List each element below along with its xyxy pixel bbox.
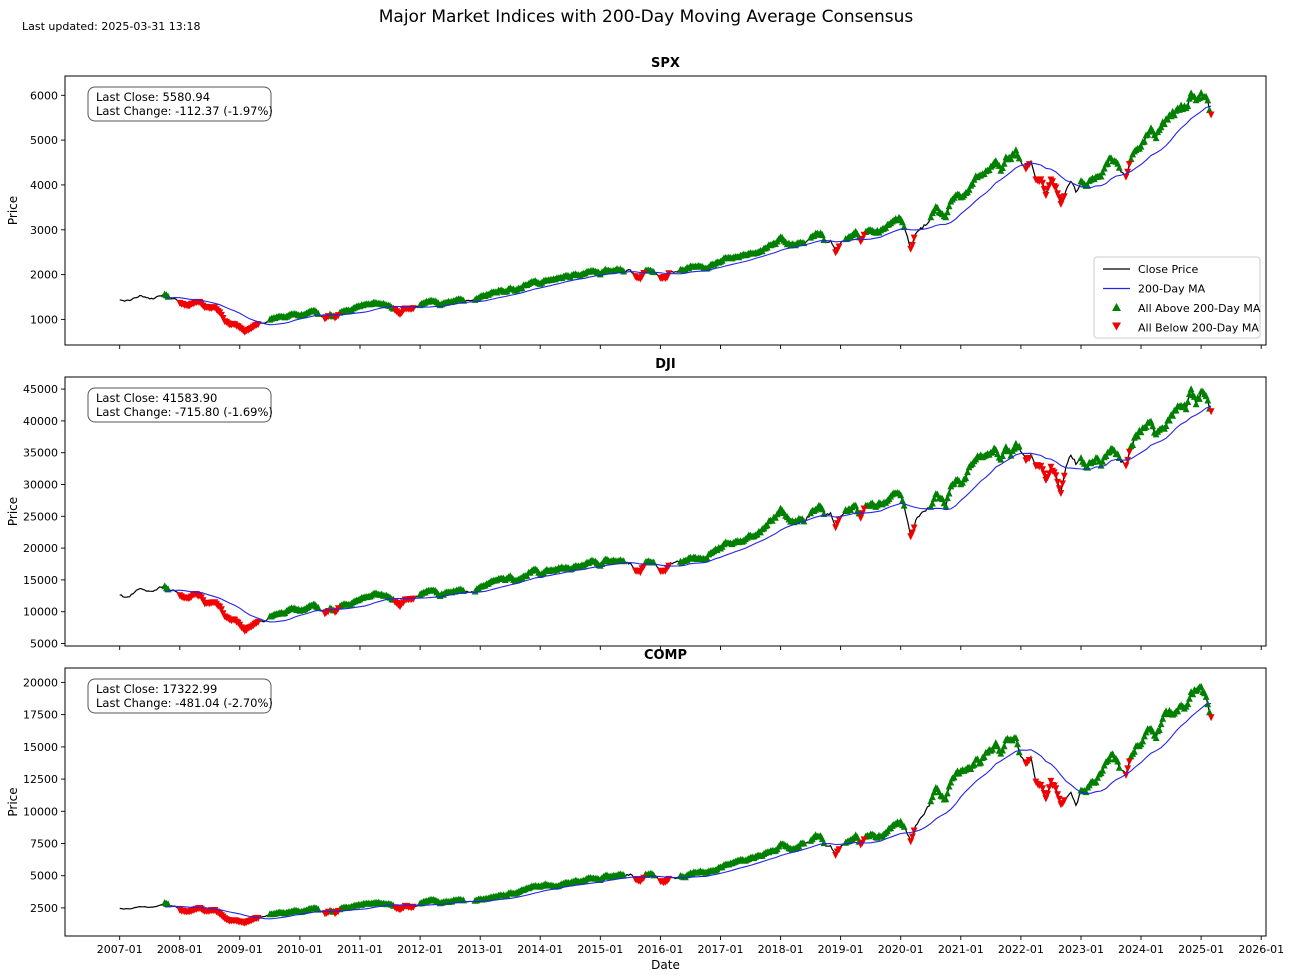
y-axis: 1000 2000 3000 4000 5000 6000: [30, 89, 65, 326]
close-price-line: [119, 686, 1212, 924]
x-axis: 2007-01 2008-01 2009-01 2010-01 2011-01 2012-…: [97, 936, 1284, 956]
y-tick-label: 40000: [23, 415, 58, 428]
y-tick-label: 2500: [30, 902, 58, 915]
y-tick-label: 2000: [30, 269, 58, 282]
legend-item-4: All Below 200-Day MA: [1112, 322, 1259, 335]
y-tick-label: 20000: [23, 542, 58, 555]
y-tick-label: 7500: [30, 838, 58, 851]
panel-title: DJI: [655, 357, 675, 372]
x-tick-label: 2026-01: [1238, 943, 1284, 956]
x-tick-label: 2022-01: [998, 943, 1044, 956]
x-tick-label: 2019-01: [818, 943, 864, 956]
panel-COMP: COMP 2500 5000 7500 10000 12500 15000 17500 2000…: [6, 648, 1284, 972]
y-tick-label: 12500: [23, 773, 58, 786]
y-axis-label: Price: [6, 497, 20, 526]
all-below-ma-markers: [176, 111, 1215, 336]
annotation-last-close: Last Close: 41583.90: [96, 391, 217, 405]
legend-label: Close Price: [1138, 263, 1199, 276]
all-above-ma-markers: [161, 682, 1213, 918]
y-tick-label: 5000: [30, 134, 58, 147]
y-axis-label: Price: [6, 787, 20, 816]
x-tick-label: 2016-01: [637, 943, 683, 956]
y-tick-label: 5000: [30, 870, 58, 883]
x-tick-label: 2017-01: [698, 943, 744, 956]
legend-label: 200-Day MA: [1138, 283, 1206, 296]
x-tick-label: 2008-01: [157, 943, 203, 956]
legend-label: All Below 200-Day MA: [1138, 322, 1259, 335]
y-tick-label: 20000: [23, 676, 58, 689]
y-tick-label: 45000: [23, 383, 58, 396]
annotation-last-change: Last Change: -715.80 (-1.69%): [96, 405, 273, 419]
plot-border: [64, 75, 1267, 346]
plot-border: [64, 667, 1267, 937]
y-tick-label: 1000: [30, 313, 58, 326]
ma-line: [164, 405, 1212, 623]
annotation-last-change: Last Change: -481.04 (-2.70%): [96, 696, 273, 710]
legend-label: All Above 200-Day MA: [1138, 302, 1261, 315]
y-tick-label: 5000: [30, 638, 58, 651]
y-axis: 2500 5000 7500 10000 12500 15000 17500 20000: [23, 676, 65, 915]
all-below-ma-markers: [176, 714, 1215, 927]
panel-title: COMP: [644, 648, 687, 663]
x-axis-label: Date: [651, 958, 680, 972]
annotation-last-close: Last Close: 5580.94: [96, 90, 210, 104]
x-tick-label: 2014-01: [517, 943, 563, 956]
x-tick-label: 2011-01: [337, 943, 383, 956]
x-tick-label: 2018-01: [758, 943, 804, 956]
y-tick-label: 17500: [23, 709, 58, 722]
y-tick-label: 15000: [23, 741, 58, 754]
ma-line: [164, 702, 1212, 920]
all-above-ma-markers: [161, 385, 1213, 620]
panel-title: SPX: [651, 56, 680, 71]
legend-item-1: Close Price: [1103, 263, 1199, 276]
ma-line: [164, 105, 1212, 326]
plot-border: [64, 376, 1267, 647]
close-price-line: [119, 91, 1212, 333]
panel-SPX: SPX 1000 2000 3000 4000 5000 6000 Price Last Clo…: [6, 56, 1267, 349]
y-tick-label: 35000: [23, 447, 58, 460]
x-tick-label: 2023-01: [1058, 943, 1104, 956]
x-tick-label: 2007-01: [97, 943, 143, 956]
y-tick-label: 15000: [23, 574, 58, 587]
y-tick-label: 25000: [23, 510, 58, 523]
x-tick-label: 2013-01: [457, 943, 503, 956]
x-tick-label: 2024-01: [1118, 943, 1164, 956]
all-above-ma-markers: [161, 89, 1213, 323]
x-tick-label: 2020-01: [878, 943, 924, 956]
legend-item-3: All Above 200-Day MA: [1112, 302, 1261, 315]
all-below-ma-markers: [176, 408, 1215, 635]
x-axis: [119, 646, 1262, 650]
legend-item-2: 200-Day MA: [1103, 283, 1206, 296]
close-price-line: [119, 387, 1212, 632]
y-tick-label: 10000: [23, 805, 58, 818]
panel-DJI: DJI 5000 10000 15000 20000 25000 30000 35000 400…: [6, 357, 1267, 651]
y-tick-label: 4000: [30, 179, 58, 192]
x-axis: [119, 345, 1262, 349]
x-tick-label: 2015-01: [577, 943, 623, 956]
x-tick-label: 2012-01: [397, 943, 443, 956]
annotation-last-change: Last Change: -112.37 (-1.97%): [96, 104, 273, 118]
y-axis-label: Price: [6, 196, 20, 225]
legend: Close Price 200-Day MA All Above 200-Day M…: [1093, 256, 1261, 339]
x-tick-label: 2010-01: [277, 943, 323, 956]
y-tick-label: 10000: [23, 606, 58, 619]
x-tick-label: 2025-01: [1178, 943, 1224, 956]
page-title: Major Market Indices with 200-Day Moving…: [378, 7, 914, 27]
annotation-last-close: Last Close: 17322.99: [96, 682, 217, 696]
y-tick-label: 30000: [23, 479, 58, 492]
y-tick-label: 6000: [30, 89, 58, 102]
last-updated-text: Last updated: 2025-03-31 13:18: [22, 20, 201, 33]
x-tick-label: 2021-01: [938, 943, 984, 956]
y-axis: 5000 10000 15000 20000 25000 30000 35000 40000 4…: [23, 383, 65, 651]
y-tick-label: 3000: [30, 224, 58, 237]
x-tick-label: 2009-01: [217, 943, 263, 956]
